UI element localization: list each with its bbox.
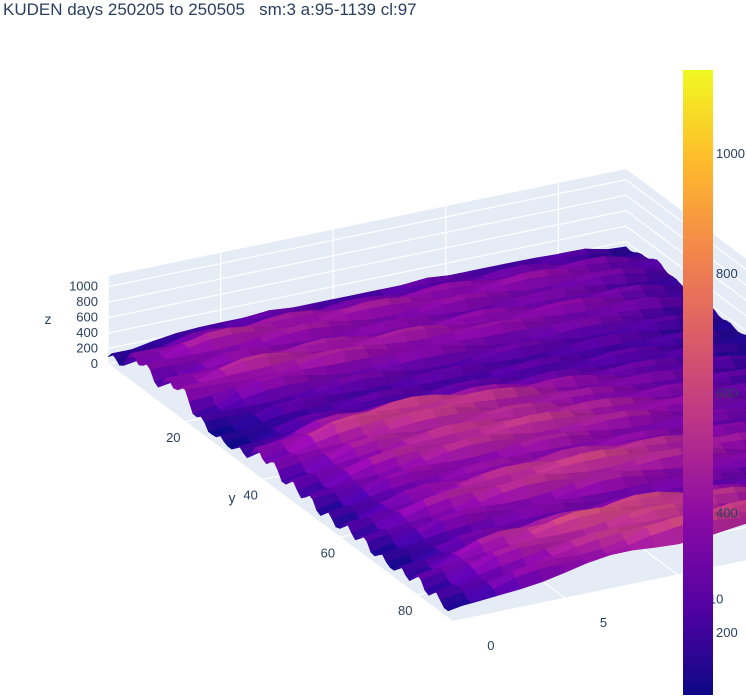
z-tick-label: 1000 — [69, 279, 98, 294]
colorbar-tick-label: 800 — [716, 266, 738, 281]
colorbar-tick-label: 400 — [716, 505, 738, 520]
surface-cell — [447, 601, 475, 612]
z-tick-label: 800 — [76, 294, 98, 309]
z-tick-label: 200 — [76, 341, 98, 356]
chart-title: KUDEN days 250205 to 250505 sm:3 a:95-11… — [3, 0, 417, 19]
surface-cell — [639, 307, 667, 318]
colorbar-gradient — [683, 70, 713, 695]
colorbar-tick-label: 600 — [716, 386, 738, 401]
y-tick-label: 20 — [166, 430, 180, 445]
axis-labels: 051015202040608002004006008001000xyz — [45, 279, 724, 653]
grid-line — [107, 210, 627, 319]
surface-cell — [638, 284, 666, 291]
colorbar-tick-label: 1000 — [716, 146, 745, 161]
x-tick-label: 0 — [487, 638, 494, 653]
surface-mesh[interactable] — [107, 246, 746, 612]
y-axis-title: y — [229, 490, 236, 506]
z-tick-label: 600 — [76, 310, 98, 325]
surface-cell — [618, 268, 647, 274]
z-tick-label: 0 — [91, 356, 98, 371]
grid-line — [107, 194, 627, 303]
colorbar-tick-label: 200 — [716, 625, 738, 640]
surface-cell — [640, 469, 669, 477]
grid-line — [107, 225, 627, 334]
grid-line — [107, 179, 627, 288]
x-tick-label: 5 — [600, 615, 607, 630]
z-tick-label: 400 — [76, 325, 98, 340]
y-tick-label: 40 — [243, 488, 257, 503]
grid-line — [107, 363, 453, 622]
back-wall-x — [108, 169, 626, 364]
colorbar: 200 400 600 800 1000 — [683, 70, 745, 695]
y-tick-label: 60 — [321, 545, 335, 560]
y-tick-label: 80 — [398, 603, 412, 618]
z-axis-title: z — [45, 311, 52, 327]
